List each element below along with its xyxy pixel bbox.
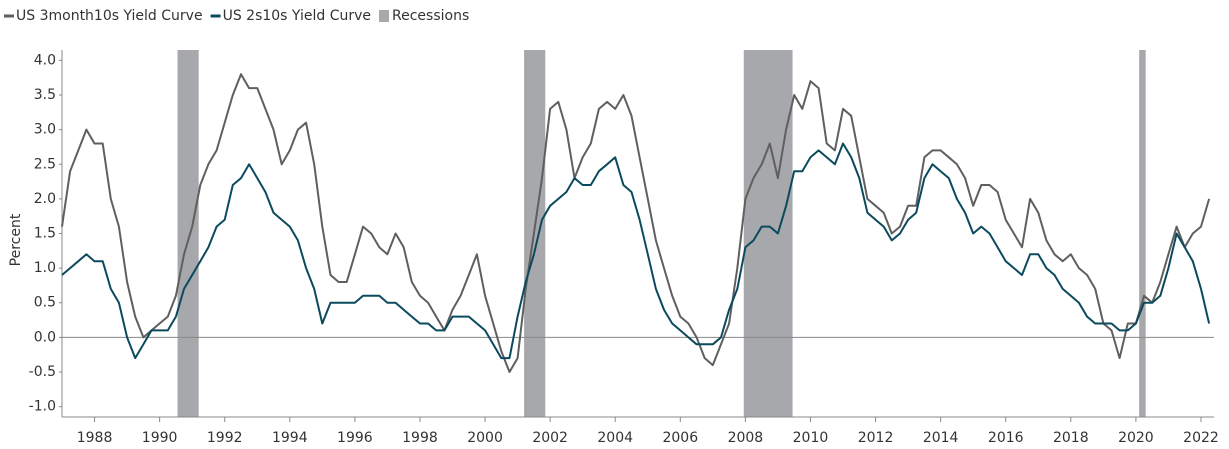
y-tick-label: 0.5	[34, 295, 56, 311]
x-tick-label: 2008	[728, 430, 764, 446]
y-axis-label: Percent	[8, 213, 24, 266]
recession-band	[177, 50, 199, 417]
x-tick-label: 2018	[1053, 430, 1089, 446]
x-tick-label: 2004	[597, 430, 633, 446]
legend-label: US 2s10s Yield Curve	[223, 8, 371, 24]
x-tick-label: 2016	[988, 430, 1024, 446]
y-tick-label: -0.5	[29, 364, 56, 380]
legend-swatch	[379, 10, 390, 22]
x-tick-label: 2022	[1183, 430, 1219, 446]
x-tick-label: 1996	[337, 430, 373, 446]
x-tick-label: 2010	[793, 430, 829, 446]
y-tick-label: 2.5	[34, 156, 56, 172]
x-tick-label: 2000	[467, 430, 503, 446]
recession-band	[1139, 50, 1146, 417]
y-tick-label: 3.0	[34, 122, 56, 138]
legend-label: US 3month10s Yield Curve	[16, 8, 203, 24]
y-tick-label: 1.0	[34, 260, 56, 276]
x-tick-label: 2020	[1118, 430, 1154, 446]
x-tick-label: 2002	[532, 430, 568, 446]
x-tick-label: 2012	[858, 430, 894, 446]
y-tick-label: 1.5	[34, 226, 56, 242]
y-tick-label: 4.0	[34, 52, 56, 68]
x-tick-label: 1990	[142, 430, 178, 446]
recession-band	[743, 50, 793, 417]
x-tick-label: 1988	[77, 430, 113, 446]
x-tick-label: 1992	[207, 430, 243, 446]
y-tick-label: 2.0	[34, 191, 56, 207]
series-line	[61, 73, 1211, 373]
series-line	[61, 142, 1211, 360]
legend-label: Recessions	[392, 8, 469, 24]
y-tick-label: 0.0	[34, 329, 56, 345]
y-tick-label: 3.5	[34, 87, 56, 103]
y-tick-label: -1.0	[29, 399, 56, 415]
x-tick-label: 2014	[923, 430, 959, 446]
x-tick-label: 2006	[662, 430, 698, 446]
x-tick-label: 1994	[272, 430, 308, 446]
x-tick-label: 1998	[402, 430, 438, 446]
